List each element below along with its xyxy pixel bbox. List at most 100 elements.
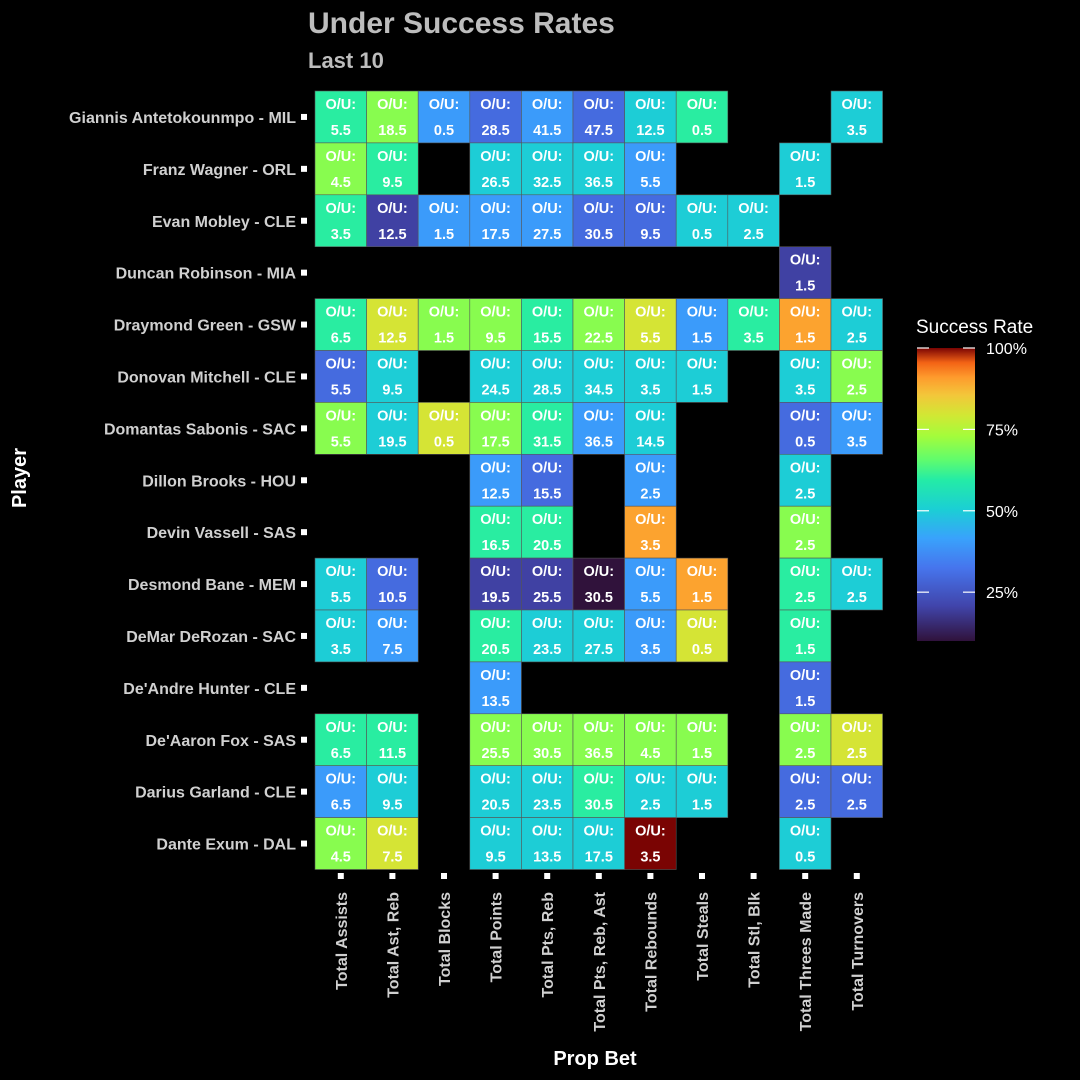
cell-fill bbox=[417, 194, 471, 248]
heatmap-cell: O/U: 9.5 bbox=[366, 350, 419, 403]
y-tick-label: Franz Wagner - ORL bbox=[143, 162, 296, 179]
heatmap-cell: O/U: 9.5 bbox=[469, 817, 522, 870]
heatmap-cell: O/U: 19.5 bbox=[469, 557, 522, 611]
cell-fill bbox=[779, 246, 832, 299]
cell-fill bbox=[572, 90, 625, 144]
cell-prefix-label: O/U: bbox=[325, 720, 356, 736]
heatmap-cell: O/U: 1.5 bbox=[779, 298, 832, 351]
heatmap-cell: O/U: 3.5 bbox=[624, 817, 677, 870]
cell-prefix-label: O/U: bbox=[583, 357, 614, 373]
cell-prefix-label: O/U: bbox=[480, 305, 511, 321]
cell-line-label: 5.5 bbox=[640, 590, 660, 606]
cell-prefix-label: O/U: bbox=[635, 408, 666, 424]
cell-prefix-label: O/U: bbox=[377, 720, 408, 736]
cell-fill bbox=[469, 765, 522, 818]
heatmap-cell: O/U: 9.5 bbox=[624, 194, 677, 248]
cell-line-label: 2.5 bbox=[744, 227, 764, 243]
cell-line-label: 15.5 bbox=[533, 331, 561, 347]
cell-prefix-label: O/U: bbox=[325, 772, 356, 788]
heatmap-cell: O/U: 25.5 bbox=[521, 557, 574, 611]
cell-prefix-label: O/U: bbox=[738, 305, 769, 321]
x-tick-mark bbox=[699, 873, 705, 879]
cell-prefix-label: O/U: bbox=[325, 357, 356, 373]
y-tick-mark bbox=[301, 165, 307, 172]
heatmap-cell: O/U: 5.5 bbox=[314, 90, 367, 144]
cell-line-label: 23.5 bbox=[533, 642, 561, 658]
y-tick-label: Desmond Bane - MEM bbox=[128, 577, 296, 594]
cell-fill bbox=[779, 350, 832, 403]
heatmap-cell: O/U: 13.5 bbox=[469, 661, 522, 715]
cell-prefix-label: O/U: bbox=[429, 201, 460, 217]
cell-line-label: 1.5 bbox=[692, 746, 712, 762]
cell-fill bbox=[314, 765, 367, 818]
heatmap-cell: O/U: 17.5 bbox=[469, 194, 522, 248]
heatmap-cell: O/U: 0.5 bbox=[417, 402, 471, 455]
x-tick-mark bbox=[441, 873, 447, 879]
cell-fill bbox=[314, 298, 367, 351]
cell-line-label: 36.5 bbox=[585, 175, 613, 191]
heatmap-cell: O/U: 5.5 bbox=[314, 350, 367, 403]
y-tick-mark bbox=[301, 581, 307, 588]
heatmap-cell: O/U: 10.5 bbox=[366, 557, 419, 611]
cell-line-label: 2.5 bbox=[640, 486, 660, 502]
cell-fill bbox=[779, 661, 832, 715]
heatmap-cell: O/U: 30.5 bbox=[572, 557, 625, 611]
cell-fill bbox=[314, 90, 367, 144]
cell-fill bbox=[521, 298, 574, 351]
cell-prefix-label: O/U: bbox=[480, 772, 511, 788]
cell-line-label: 31.5 bbox=[533, 434, 561, 450]
cell-fill bbox=[779, 298, 832, 351]
cell-line-label: 0.5 bbox=[692, 642, 712, 658]
cell-line-label: 20.5 bbox=[481, 642, 509, 658]
cell-prefix-label: O/U: bbox=[532, 97, 563, 113]
cell-line-label: 34.5 bbox=[585, 383, 613, 399]
cell-fill bbox=[624, 817, 677, 870]
x-tick-label: Total Blocks bbox=[437, 892, 454, 986]
cell-prefix-label: O/U: bbox=[532, 460, 563, 476]
cell-prefix-label: O/U: bbox=[841, 720, 872, 736]
cell-fill bbox=[572, 194, 625, 248]
heatmap-cell: O/U: 5.5 bbox=[624, 557, 677, 611]
cell-prefix-label: O/U: bbox=[532, 201, 563, 217]
x-tick-label: Total Steals bbox=[695, 892, 712, 981]
cell-prefix-label: O/U: bbox=[635, 149, 666, 165]
cell-prefix-label: O/U: bbox=[377, 149, 408, 165]
cell-fill bbox=[572, 765, 625, 818]
cell-line-label: 0.5 bbox=[795, 434, 815, 450]
cell-prefix-label: O/U: bbox=[377, 97, 408, 113]
cell-line-label: 0.5 bbox=[434, 434, 454, 450]
heatmap-cell: O/U: 1.5 bbox=[675, 765, 729, 818]
cell-fill bbox=[469, 557, 522, 611]
cell-line-label: 22.5 bbox=[585, 331, 613, 347]
cell-line-label: 9.5 bbox=[486, 331, 506, 347]
cell-line-label: 11.5 bbox=[379, 746, 406, 762]
cell-prefix-label: O/U: bbox=[790, 564, 821, 580]
cell-fill bbox=[779, 609, 832, 663]
cell-line-label: 2.5 bbox=[795, 590, 815, 606]
cell-line-label: 30.5 bbox=[585, 590, 613, 606]
cell-prefix-label: O/U: bbox=[841, 408, 872, 424]
x-tick-label: Total Ast, Reb bbox=[385, 892, 402, 998]
heatmap-cell: O/U: 1.5 bbox=[779, 246, 832, 299]
heatmap-cell: O/U: 27.5 bbox=[521, 194, 574, 248]
cell-line-label: 30.5 bbox=[585, 227, 613, 243]
cell-prefix-label: O/U: bbox=[790, 720, 821, 736]
y-tick-label: De'Andre Hunter - CLE bbox=[123, 681, 296, 698]
cell-fill bbox=[624, 557, 677, 611]
cell-prefix-label: O/U: bbox=[325, 201, 356, 217]
cell-fill bbox=[727, 298, 780, 351]
cell-line-label: 1.5 bbox=[692, 798, 712, 814]
x-tick-mark bbox=[544, 873, 551, 879]
y-tick-mark bbox=[301, 217, 307, 224]
heatmap-cell: O/U: 28.5 bbox=[469, 90, 522, 144]
heatmap-cell: O/U: 0.5 bbox=[675, 609, 729, 663]
cell-prefix-label: O/U: bbox=[790, 668, 821, 684]
cell-prefix-label: O/U: bbox=[480, 460, 511, 476]
x-tick-mark bbox=[802, 873, 809, 879]
cell-prefix-label: O/U: bbox=[841, 97, 872, 113]
cell-line-label: 9.5 bbox=[382, 383, 402, 399]
cell-prefix-label: O/U: bbox=[480, 564, 511, 580]
cell-line-label: 3.5 bbox=[640, 538, 660, 554]
cell-line-label: 5.5 bbox=[331, 590, 351, 606]
